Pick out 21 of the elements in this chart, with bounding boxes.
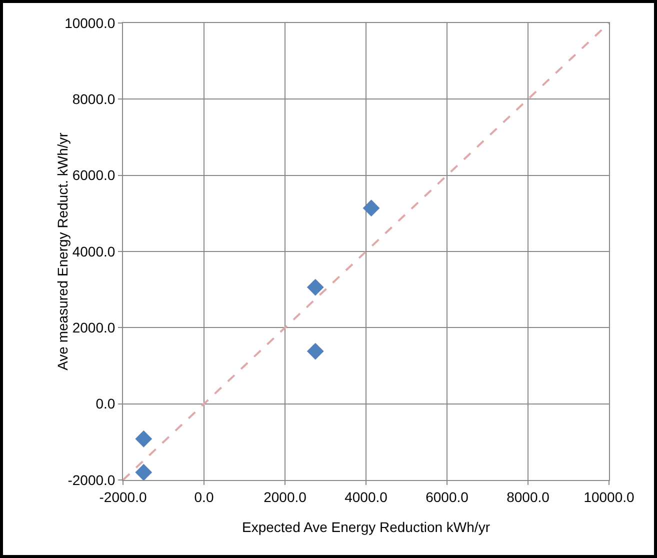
point	[306, 278, 324, 296]
point	[362, 200, 380, 217]
x-axis-title: Expected Ave Energy Reduction kWh/yr	[242, 519, 490, 535]
y-tick-label: 0.0	[96, 396, 116, 412]
x-tick-label: 6000.0	[426, 488, 469, 505]
y-tick-label: -2000.0	[68, 472, 116, 488]
y-tick-label: 6000.0	[72, 167, 116, 184]
point	[306, 342, 324, 360]
x-tick-label: 8000.0	[506, 488, 550, 505]
y-tick-label: 4000.0	[72, 243, 116, 260]
y-axis-title: Ave measured Energy Reduct. kWh/yr	[54, 132, 70, 370]
point	[135, 430, 152, 448]
y-tick-label: 10000.0	[64, 14, 116, 31]
y-tick-label: 8000.0	[72, 91, 116, 108]
y-tick-label: 2000.0	[72, 320, 116, 336]
x-tick-label: 0.0	[194, 488, 214, 505]
x-tick-label: 2000.0	[264, 488, 307, 505]
point	[135, 464, 152, 480]
x-tick-label: 4000.0	[344, 488, 388, 505]
x-tick-label: -2000.0	[99, 488, 147, 505]
x-tick-label: 10000.0	[584, 488, 635, 505]
